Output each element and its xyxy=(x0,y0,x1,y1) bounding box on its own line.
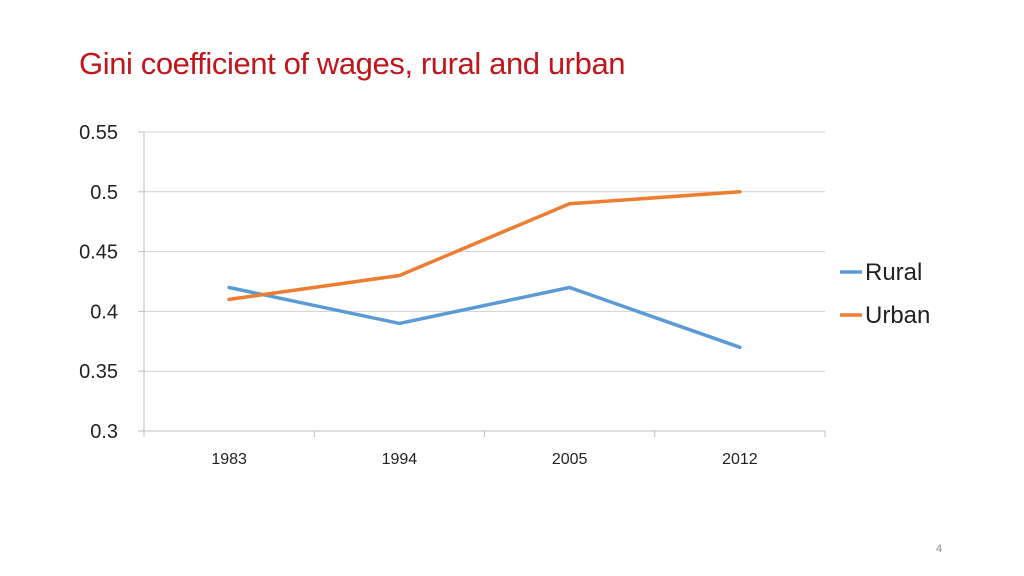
legend: Rural Urban xyxy=(840,259,930,329)
series-lines xyxy=(227,190,742,350)
y-tick-labels: 0.3 0.35 0.4 0.45 0.5 0.55 xyxy=(79,122,118,443)
x-tick-label: 1983 xyxy=(211,451,247,468)
data-point-urban xyxy=(738,190,742,194)
y-tick-label: 0.4 xyxy=(90,301,118,323)
data-point-urban xyxy=(568,202,572,206)
y-tick-label: 0.55 xyxy=(79,122,118,144)
legend-label-urban: Urban xyxy=(865,302,930,329)
y-tick-label: 0.45 xyxy=(79,242,118,264)
data-point-urban xyxy=(227,297,231,301)
x-tick-label: 2005 xyxy=(552,451,588,468)
x-tick-labels: 1983 1994 2005 2012 xyxy=(211,451,757,468)
data-point-rural xyxy=(568,285,572,289)
data-point-rural xyxy=(397,321,401,325)
y-tick-label: 0.35 xyxy=(79,361,118,383)
data-point-urban xyxy=(397,274,401,278)
legend-label-rural: Rural xyxy=(865,259,922,286)
series-line-urban xyxy=(227,190,742,302)
series-line-rural xyxy=(227,285,742,350)
y-tick-label: 0.3 xyxy=(90,421,118,443)
gridlines xyxy=(144,131,825,372)
axes xyxy=(138,131,826,437)
page-number: 4 xyxy=(936,543,943,555)
data-point-rural xyxy=(738,345,742,349)
data-point-rural xyxy=(227,285,231,289)
x-tick-label: 2012 xyxy=(722,451,758,468)
x-tick-label: 1994 xyxy=(382,451,418,468)
slide-title: Gini coefficient of wages, rural and urb… xyxy=(79,46,626,81)
y-tick-label: 0.5 xyxy=(90,182,118,204)
